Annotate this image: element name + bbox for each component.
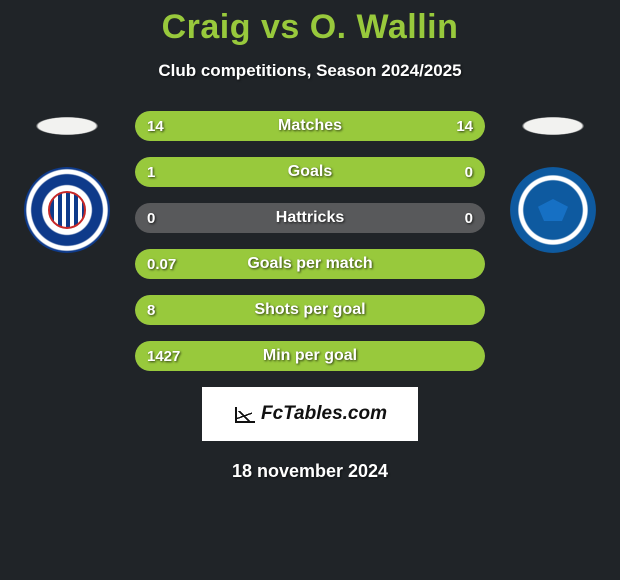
stat-value-right: 0 [465,164,473,181]
left-player-column [17,111,117,253]
club-badge-right [510,167,596,253]
stat-row: 0 Hattricks 0 [135,203,485,233]
stat-value-right: 0 [465,210,473,227]
right-player-column [503,111,603,253]
stat-bar-right [422,157,485,187]
stat-label: Min per goal [263,347,357,365]
stat-row: 0.07 Goals per match [135,249,485,279]
player-silhouette-left [17,111,117,141]
stat-value-left: 1 [147,164,155,181]
brand-text: FcTables.com [261,403,387,425]
stat-value-left: 8 [147,302,155,319]
stat-value-left: 0 [147,210,155,227]
infographic: Craig vs O. Wallin Club competitions, Se… [0,0,620,482]
stat-value-left: 1427 [147,348,180,365]
stat-label: Hattricks [276,209,344,227]
main-row: 14 Matches 14 1 Goals 0 0 Hattricks 0 0.07 Goals p… [0,111,620,371]
stat-value-right: 14 [456,118,473,135]
stat-label: Matches [278,117,342,135]
chart-icon [233,403,255,425]
stat-label: Shots per goal [254,301,365,319]
stat-value-left: 14 [147,118,164,135]
subtitle: Club competitions, Season 2024/2025 [0,61,620,81]
player-silhouette-right [503,111,603,141]
brand-badge: FcTables.com [202,387,418,441]
stat-row: 1427 Min per goal [135,341,485,371]
stat-label: Goals per match [247,255,372,273]
footer-date: 18 november 2024 [0,461,620,482]
stat-row: 1 Goals 0 [135,157,485,187]
page-title: Craig vs O. Wallin [0,8,620,47]
stats-list: 14 Matches 14 1 Goals 0 0 Hattricks 0 0.07 Goals p… [135,111,485,371]
club-badge-left [24,167,110,253]
stat-row: 8 Shots per goal [135,295,485,325]
stat-label: Goals [288,163,332,181]
stat-row: 14 Matches 14 [135,111,485,141]
stat-bar-left [135,157,422,187]
stat-value-left: 0.07 [147,256,176,273]
